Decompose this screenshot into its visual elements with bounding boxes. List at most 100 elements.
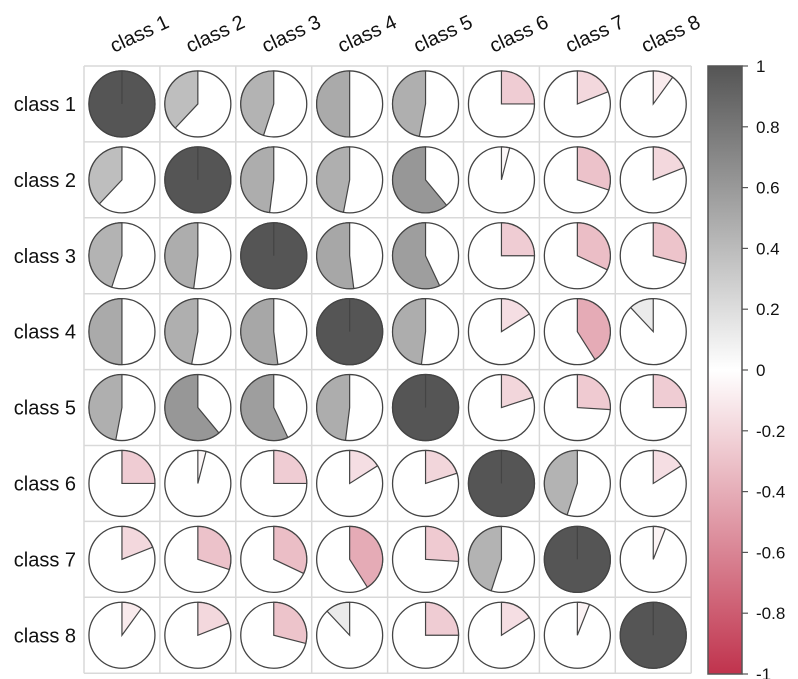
pie-cell [391,297,460,366]
pie-cell [240,373,308,442]
pie-cell [391,70,460,138]
pie-wedge [349,525,384,589]
pie-cell [391,222,460,290]
pie-wedge [391,222,441,290]
pie-wedge [273,601,308,645]
pie-cell [543,146,611,214]
column-label: class 8 [638,11,704,57]
pie-wedge [576,298,611,361]
pie-cell [315,70,384,138]
pie-wedge [652,373,687,409]
pie-wedge [576,373,611,411]
pie-wedge [164,298,199,365]
pie-wedge [197,525,232,571]
pie-cell [543,70,611,138]
pie-wedge [240,298,279,366]
pie-cell [543,601,611,669]
pie-cell [315,297,384,366]
pie-wedge [500,146,511,180]
colorbar: 1 0.8 0.6 0.4 0.2 0 -0.2 -0.4 -0.6 -0.8 -1 [707,57,785,679]
pie-wedge [543,449,578,516]
pie-cell [391,525,460,593]
pie-wedge [88,373,123,441]
colorbar-tick-label: -0.4 [756,483,785,502]
colorbar-tick-label: -0.2 [756,422,785,441]
pie-cell [240,525,308,593]
pie-wedge [326,601,351,637]
pie-cell [543,297,611,366]
pie-wedge [121,525,154,561]
pie-cell [164,70,232,138]
pie-wedge [121,601,143,638]
pie-wedge [391,146,448,214]
pie-cell [391,146,460,214]
pie-cell [391,373,460,442]
pie-cell [543,373,611,442]
pie-cell [467,525,536,593]
pie-cell [88,146,156,214]
pie-wedge [629,298,654,334]
pie-cell [240,70,308,138]
pie-cell [467,297,536,366]
column-label: class 7 [562,11,628,57]
pie-cell [164,222,232,290]
colorbar-tick-label: 0.4 [756,239,780,258]
row-label: class 6 [14,473,76,495]
pie-wedge [500,222,536,257]
pie-wedge [576,146,611,191]
row-label: class 8 [14,625,76,647]
column-label: class 5 [410,11,476,57]
colorbar-tick-label: 1 [756,57,765,76]
colorbar-tick-label: 0.6 [756,179,780,198]
pie-wedge [424,601,460,636]
pie-wedge [576,601,591,636]
pie-wedge [316,70,351,138]
pie-cell [391,601,460,669]
pie-wedge [164,373,220,442]
pie-wedge [576,222,611,271]
pie-cell [543,525,611,593]
pie-cell [619,297,687,366]
pie-wedge [391,70,427,138]
row-label: class 4 [14,322,76,344]
pie-wedge [240,373,289,442]
pie-wedge [316,373,351,441]
pie-wedge [197,449,207,484]
pie-wedge [88,146,123,205]
pie-cell [391,449,460,518]
pie-cell [88,525,156,593]
pie-cell [543,449,611,518]
pie-cell [467,373,536,442]
pie-cell [619,222,687,290]
pie-wedge [316,146,351,213]
pie-cell [164,449,232,518]
pie-cell [315,449,384,518]
pie-cell [315,146,384,214]
pie-cell [315,373,384,442]
pie-cell [88,297,156,366]
pie-cell [240,222,308,290]
pie-wedge [652,449,682,485]
row-label: class 1 [14,94,76,116]
pie-cell [315,601,384,669]
pie-cell [467,222,536,290]
pie-wedge [391,298,427,366]
pie-cell [164,373,232,442]
pie-cell [88,449,156,518]
pie-cell [88,373,156,442]
pie-wedge [500,601,531,637]
pie-wedge [240,70,275,137]
pie-cell [88,601,156,669]
pie-wedge [88,298,123,366]
pie-wedge [500,373,534,409]
colorbar-tick-label: -0.8 [756,604,785,623]
pie-wedge [652,70,674,106]
pie-cell [164,297,232,366]
pie-cell [88,222,156,290]
pie-cell [315,525,384,593]
pie-cell [543,222,611,290]
colorbar-tick-label: 0.8 [756,118,780,137]
pie-cell [88,70,156,138]
